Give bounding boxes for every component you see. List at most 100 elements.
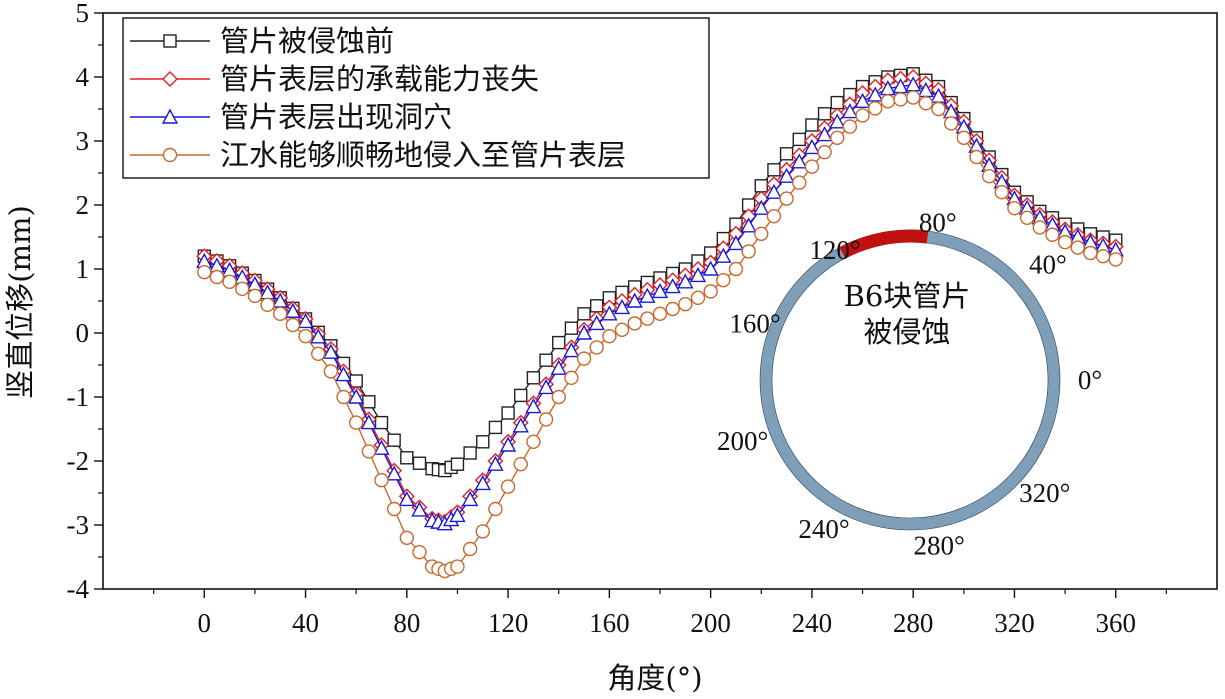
data-point xyxy=(488,501,503,517)
data-point xyxy=(816,126,833,142)
data-point xyxy=(931,101,946,117)
ring-caption: 被侵蚀 xyxy=(863,315,950,349)
data-point xyxy=(590,299,604,313)
data-point xyxy=(880,94,896,109)
data-point xyxy=(1045,227,1060,242)
data-point xyxy=(450,457,465,471)
data-point xyxy=(526,371,541,385)
data-point xyxy=(765,183,783,199)
data-point xyxy=(526,434,541,449)
data-point xyxy=(273,306,288,321)
x-tick-label: 200 xyxy=(690,608,731,638)
data-point xyxy=(652,306,668,321)
data-point xyxy=(703,284,718,299)
data-point xyxy=(564,370,579,385)
data-point xyxy=(626,292,643,308)
data-point xyxy=(956,130,972,146)
data-point xyxy=(868,101,883,116)
x-tick-label: 120 xyxy=(488,608,529,638)
x-axis-title: 角度(°) xyxy=(607,661,702,695)
data-point xyxy=(512,417,529,433)
data-point xyxy=(400,451,414,465)
data-point xyxy=(981,168,997,184)
data-point xyxy=(552,335,566,350)
data-point xyxy=(260,297,275,313)
data-point xyxy=(197,265,212,280)
data-point xyxy=(867,86,884,102)
x-tick-label: 40 xyxy=(292,608,319,638)
data-point xyxy=(841,103,859,119)
data-point xyxy=(487,455,504,471)
legend-item: 江水能够顺畅地侵入至管片表层 xyxy=(130,138,626,172)
y-tick-label: -1 xyxy=(67,382,90,412)
y-tick-label: 2 xyxy=(76,190,90,220)
data-point xyxy=(336,389,351,405)
data-point xyxy=(665,301,680,317)
ring-caption: B6块管片 xyxy=(844,279,971,313)
data-point xyxy=(450,559,465,574)
data-point xyxy=(323,364,339,379)
data-point xyxy=(385,465,403,481)
data-point xyxy=(640,311,655,326)
data-point xyxy=(702,260,719,276)
x-tick-label: 320 xyxy=(994,608,1035,638)
data-point xyxy=(589,340,604,355)
data-point xyxy=(514,388,528,403)
data-point xyxy=(854,92,871,109)
series xyxy=(196,76,1124,531)
data-point xyxy=(817,107,832,121)
data-point xyxy=(754,226,769,242)
data-point xyxy=(488,420,503,435)
data-point xyxy=(627,316,642,331)
data-point xyxy=(678,297,693,312)
data-point xyxy=(161,108,179,124)
y-axis-title: 竖直位移(mm) xyxy=(3,205,37,399)
data-point xyxy=(779,147,794,161)
data-point xyxy=(576,351,592,366)
data-point xyxy=(918,96,934,111)
data-point xyxy=(1007,200,1022,216)
data-point xyxy=(284,302,302,318)
data-point xyxy=(310,328,327,344)
data-point xyxy=(778,167,795,183)
data-point xyxy=(753,199,770,215)
data-point xyxy=(803,138,821,155)
x-tick-label: 160 xyxy=(589,608,630,638)
data-point xyxy=(943,116,959,131)
data-point xyxy=(817,144,832,160)
data-point xyxy=(829,113,846,129)
y-tick-label: -2 xyxy=(67,446,90,476)
legend-label: 管片表层的承载能力丧失 xyxy=(220,62,539,96)
data-point xyxy=(499,436,517,452)
data-point xyxy=(969,149,984,165)
y-tick-label: -3 xyxy=(67,510,90,540)
ring-angle-label: 120° xyxy=(809,235,860,265)
data-point xyxy=(601,305,618,321)
data-point xyxy=(893,92,908,107)
data-point xyxy=(766,208,782,224)
y-tick-label: 0 xyxy=(76,318,90,348)
data-point xyxy=(805,118,819,132)
data-point xyxy=(500,479,516,494)
series-group xyxy=(196,67,1124,579)
data-point xyxy=(285,317,301,333)
ring-angle-label: 40° xyxy=(1029,249,1067,279)
ring-angle-label: 160° xyxy=(729,309,780,339)
data-point xyxy=(664,278,681,294)
data-point xyxy=(577,307,591,321)
y-tick-label: -4 xyxy=(67,574,90,604)
data-point xyxy=(905,90,921,105)
data-point xyxy=(525,398,542,414)
data-point xyxy=(322,343,340,359)
ring-angle-label: 200° xyxy=(717,426,768,456)
data-point xyxy=(1070,240,1085,255)
data-point xyxy=(348,388,365,404)
data-point xyxy=(779,191,794,206)
data-point xyxy=(855,108,870,123)
data-point xyxy=(501,406,515,420)
data-point xyxy=(360,414,378,430)
axes: 0 40 80 120 160 200 240 280 320 360 -4 -3 -2 -1 0 1 2 3 4 5 xyxy=(67,0,1218,638)
legend-label: 江水能够顺畅地侵入至管片表层 xyxy=(220,138,626,172)
data-point xyxy=(348,415,364,430)
